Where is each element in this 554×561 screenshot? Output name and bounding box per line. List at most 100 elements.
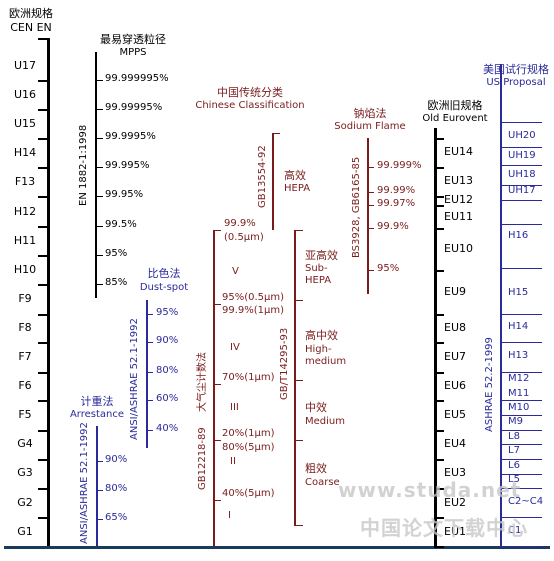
us-tick xyxy=(500,517,542,518)
sodium-tick xyxy=(367,167,374,168)
cen-tick xyxy=(38,255,50,257)
coarse-label-en: Coarse xyxy=(305,477,340,488)
us-tick xyxy=(500,200,542,201)
us-label: L5 xyxy=(508,474,520,485)
gb12218-tick xyxy=(213,230,221,231)
cen-tick xyxy=(38,342,50,344)
highmed-label-en1: High- xyxy=(305,344,332,355)
mpps-title-cn: 最易穿透粒径 xyxy=(100,33,166,46)
dustspot-value: 90% xyxy=(156,335,179,346)
cen-tick xyxy=(38,488,50,490)
cen-tick xyxy=(38,38,50,40)
gbt14295-tick-bottom xyxy=(294,525,303,526)
cen-tick xyxy=(38,226,50,228)
mpps-tick xyxy=(95,196,103,197)
medium-label-en: Medium xyxy=(305,416,345,427)
us-tick xyxy=(500,474,542,475)
us-label: M12 xyxy=(508,373,530,384)
gb12218-tick xyxy=(213,440,221,441)
mpps-axis xyxy=(95,52,97,298)
mpps-tick xyxy=(95,80,103,81)
arrestance-value: 65% xyxy=(105,512,128,523)
cen-label: F6 xyxy=(18,379,32,393)
us-tick xyxy=(500,147,542,148)
us-tick xyxy=(500,430,542,431)
eurovent-tick xyxy=(434,167,444,169)
us-standard: ASHRAE 52.2-1999 xyxy=(484,337,495,432)
arrestance-title-en: Arrestance xyxy=(69,409,125,420)
dustspot-tick xyxy=(146,372,153,373)
cen-label: F8 xyxy=(18,320,32,334)
mpps-value: 99.5% xyxy=(105,219,137,230)
eurovent-tick xyxy=(434,270,444,272)
sodium-axis xyxy=(367,138,369,294)
us-label: M11 xyxy=(508,388,530,399)
chinese-grade: 99.9% xyxy=(224,218,256,229)
arrestance-standard: ANSI/ASHRAE 52.1-1992 xyxy=(79,422,90,544)
dustspot-title-en: Dust-spot xyxy=(139,282,189,293)
us-tick xyxy=(500,488,542,489)
mpps-standard: EN 1882-1:1998 xyxy=(78,124,89,206)
eurovent-label: EU8 xyxy=(444,321,466,334)
cen-label: F13 xyxy=(14,175,36,189)
sodium-tick xyxy=(367,270,374,271)
us-tick xyxy=(500,372,542,373)
gbt14295-tick-2 xyxy=(294,380,303,381)
us-label: L8 xyxy=(508,431,520,442)
mpps-value: 99.999995% xyxy=(105,73,169,84)
mpps-tick xyxy=(95,284,103,285)
mpps-value: 99.995% xyxy=(105,160,150,171)
chinese-grade: (0.5μm) xyxy=(224,232,264,243)
cen-tick xyxy=(38,372,50,374)
cen-label: H11 xyxy=(13,233,37,247)
mpps-title-en: MPPS xyxy=(119,47,147,58)
eurovent-label: EU3 xyxy=(444,466,466,479)
us-tick xyxy=(500,122,542,123)
sodium-tick xyxy=(367,192,374,193)
sodium-value: 99.99% xyxy=(377,185,416,196)
cen-tick xyxy=(38,109,50,111)
cen-tick xyxy=(38,400,50,402)
chinese-grade: 20%(1μm) xyxy=(222,428,275,439)
chinese-grade: 80%(5μm) xyxy=(222,442,275,453)
eurovent-label: EU14 xyxy=(444,145,473,158)
us-axis xyxy=(500,64,502,546)
eurovent-tick xyxy=(434,342,444,344)
watermark-cn: 中国论文下载中心 xyxy=(360,516,528,540)
arrestance-tick xyxy=(96,490,103,491)
eurovent-label: EU2 xyxy=(444,496,466,509)
highmed-label-en2: medium xyxy=(305,356,347,367)
us-tick xyxy=(500,185,542,186)
eurovent-title-en: Old Eurovent xyxy=(422,113,488,124)
cen-tick xyxy=(38,80,50,82)
eurovent-axis xyxy=(434,128,437,546)
arrestance-tick xyxy=(96,519,103,520)
dustspot-value: 40% xyxy=(156,423,179,434)
eurovent-label: EU9 xyxy=(444,285,466,298)
gb13554-axis xyxy=(272,133,274,230)
eurovent-label: EU7 xyxy=(444,350,466,363)
cen-label: U15 xyxy=(13,117,37,131)
gb12218-method: 大气尘计数法 xyxy=(197,352,208,412)
cen-title-en: CEN EN xyxy=(10,21,52,34)
dustspot-tick xyxy=(146,314,153,315)
sodium-tick xyxy=(367,228,374,229)
eurovent-title-cn: 欧洲旧规格 xyxy=(427,99,483,112)
arrestance-value: 80% xyxy=(105,483,128,494)
us-label: C2~C4 xyxy=(508,496,544,507)
dustspot-standard: ANSI/ASHRAE 52.1-1992 xyxy=(129,318,140,440)
mpps-tick xyxy=(95,167,103,168)
us-tick xyxy=(500,415,542,416)
sodium-value: 99.97% xyxy=(377,198,416,209)
cen-label: F9 xyxy=(18,291,32,305)
eurovent-tick xyxy=(434,517,444,519)
eurovent-label: EU12 xyxy=(444,193,473,206)
us-label: L6 xyxy=(508,460,520,471)
eurovent-tick xyxy=(434,546,444,548)
cen-label: G1 xyxy=(17,524,33,538)
dustspot-tick xyxy=(146,430,153,431)
eurovent-label: EU11 xyxy=(444,210,473,223)
gb12218-tick xyxy=(213,304,221,305)
us-tick xyxy=(500,459,542,460)
us-label: H13 xyxy=(508,350,529,361)
